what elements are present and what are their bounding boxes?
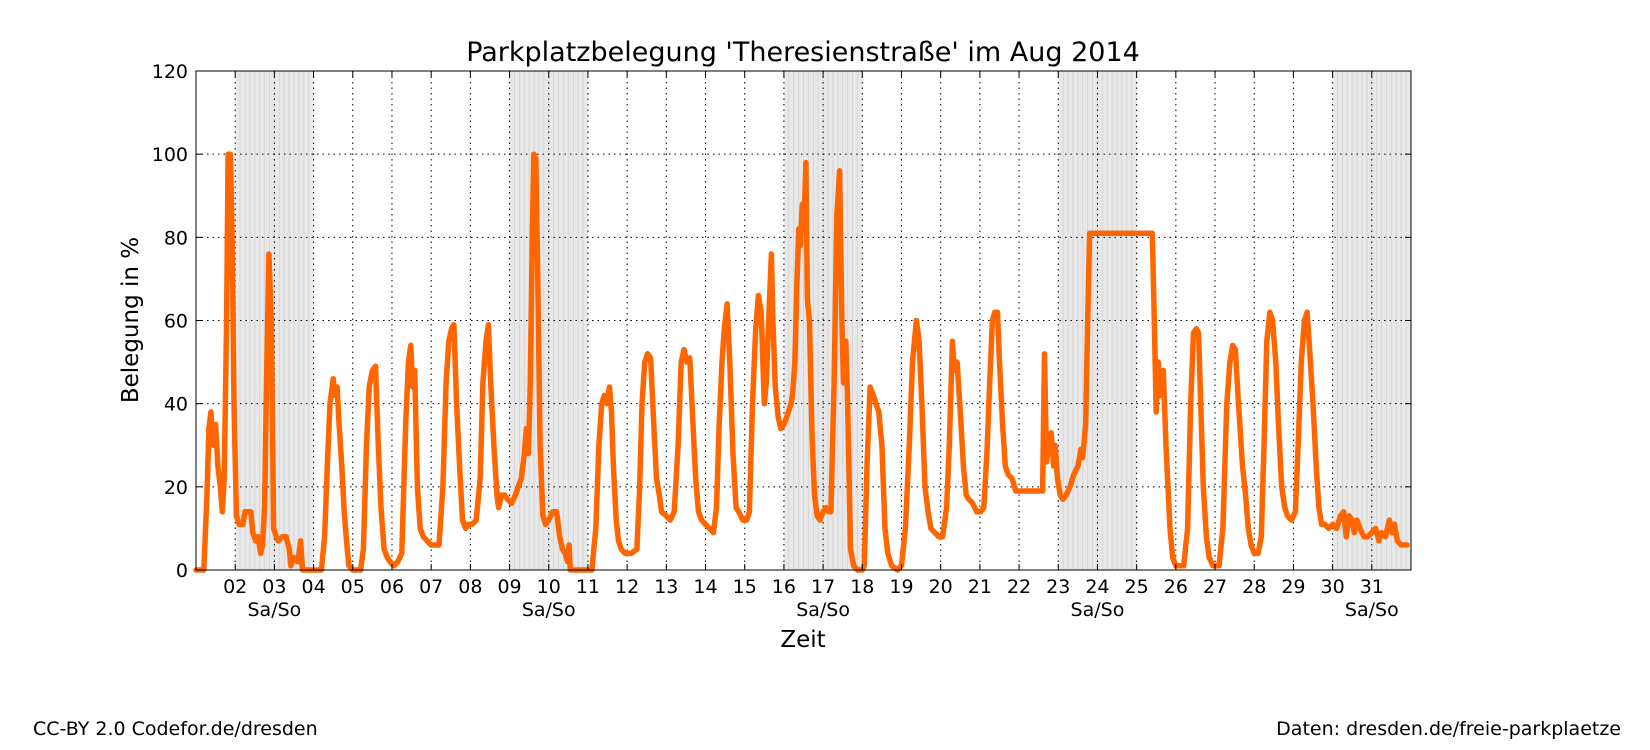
x-tick-label: 06 xyxy=(380,576,404,598)
x-axis-label: Zeit xyxy=(780,627,825,653)
y-tick-label: 40 xyxy=(164,394,188,416)
y-tick-label: 20 xyxy=(164,477,188,499)
y-tick-label: 0 xyxy=(176,560,188,582)
weekend-label: Sa/So xyxy=(796,599,850,621)
y-tick-label: 120 xyxy=(152,61,188,83)
series-layer xyxy=(193,151,1410,573)
x-tick-label: 17 xyxy=(811,576,835,598)
x-tick-label: 03 xyxy=(262,576,286,598)
x-tick-label: 12 xyxy=(615,576,639,598)
x-tick-label: 29 xyxy=(1281,576,1305,598)
x-tick-label: 24 xyxy=(1085,576,1109,598)
x-tick-label: 16 xyxy=(772,576,796,598)
grid-lines xyxy=(196,71,1411,570)
x-tick-label: 04 xyxy=(301,576,325,598)
chart-title: Parkplatzbelegung 'Theresienstraße' im A… xyxy=(466,37,1140,68)
x-tick-label: 15 xyxy=(733,576,757,598)
weekend-label: Sa/So xyxy=(1071,599,1125,621)
x-tick-label: 26 xyxy=(1164,576,1188,598)
x-tick-label: 23 xyxy=(1046,576,1070,598)
x-tick-label: 09 xyxy=(497,576,521,598)
x-tick-label: 10 xyxy=(537,576,561,598)
series-line-occupancy xyxy=(193,151,1410,573)
y-axis-label: Belegung in % xyxy=(118,237,144,403)
y-tick-label: 100 xyxy=(152,144,188,166)
x-tick-label: 19 xyxy=(889,576,913,598)
x-tick-label: 02 xyxy=(223,576,247,598)
x-tick-label: 31 xyxy=(1360,576,1384,598)
x-tick-label: 25 xyxy=(1125,576,1149,598)
x-tick-label: 05 xyxy=(341,576,365,598)
x-tick-label: 21 xyxy=(968,576,992,598)
x-tick-label: 22 xyxy=(1007,576,1031,598)
ticks: Sa/So Sa/So Sa/So Sa/So Sa/So020406080100120… xyxy=(152,61,1411,621)
y-tick-label: 60 xyxy=(164,311,188,333)
weekend-label: Sa/So xyxy=(522,599,576,621)
weekend-label: Sa/So xyxy=(247,599,301,621)
y-tick-label: 80 xyxy=(164,227,188,249)
x-tick-label: 30 xyxy=(1321,576,1345,598)
x-tick-label: 14 xyxy=(693,576,717,598)
x-tick-label: 28 xyxy=(1242,576,1266,598)
x-tick-label: 07 xyxy=(419,576,443,598)
x-tick-label: 11 xyxy=(576,576,600,598)
x-tick-label: 08 xyxy=(458,576,482,598)
license-note: CC-BY 2.0 Codefor.de/dresden xyxy=(33,718,318,740)
weekend-label: Sa/So xyxy=(1345,599,1399,621)
x-tick-label: 20 xyxy=(929,576,953,598)
x-tick-label: 18 xyxy=(850,576,874,598)
x-tick-label: 27 xyxy=(1203,576,1227,598)
data-source-note: Daten: dresden.de/freie-parkplaetze xyxy=(1276,718,1621,740)
x-tick-label: 13 xyxy=(654,576,678,598)
